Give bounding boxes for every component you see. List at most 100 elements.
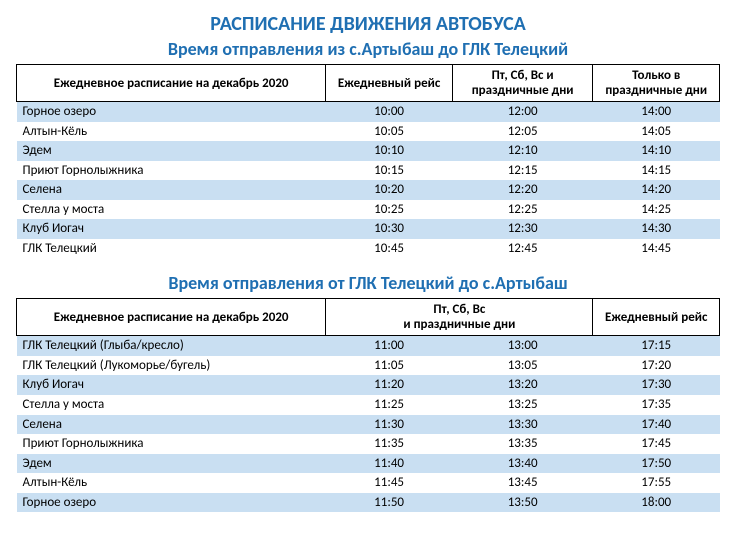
time-cell: 14:15 [593, 161, 720, 181]
time-cell: 14:00 [593, 102, 720, 122]
time-cell: 17:45 [593, 434, 720, 454]
time-cell: 17:20 [593, 356, 720, 376]
time-cell: 14:25 [593, 200, 720, 220]
table-row: Селена11:3013:3017:40 [17, 415, 720, 435]
time-cell: 12:30 [452, 219, 593, 239]
time-cell: 17:50 [593, 454, 720, 474]
table-row: ГЛК Телецкий (Глыба/кресло)11:0013:0017:… [17, 336, 720, 356]
stop-cell: Клуб Иогач [17, 375, 326, 395]
main-title: РАСПИСАНИЕ ДВИЖЕНИЯ АВТОБУСА [16, 12, 720, 36]
time-cell: 12:45 [452, 239, 593, 259]
time-cell: 10:30 [326, 219, 453, 239]
time-cell: 11:40 [326, 454, 453, 474]
table2-header-daily: Ежедневный рейс [593, 299, 720, 336]
time-cell: 13:45 [452, 473, 593, 493]
time-cell: 17:40 [593, 415, 720, 435]
table-row: Горное озеро10:0012:0014:00 [17, 102, 720, 122]
time-cell: 10:10 [326, 141, 453, 161]
table2-header-group: Пт, Сб, Вс и праздничные дни [326, 299, 593, 336]
time-cell: 17:55 [593, 473, 720, 493]
stop-cell: Приют Горнолыжника [17, 161, 326, 181]
table2-header-group-top: Пт, Сб, Вс [433, 302, 485, 317]
time-cell: 17:15 [593, 336, 720, 356]
stop-cell: Приют Горнолыжника [17, 434, 326, 454]
time-cell: 13:30 [452, 415, 593, 435]
time-cell: 13:35 [452, 434, 593, 454]
time-cell: 14:30 [593, 219, 720, 239]
table-row: Алтын-Кёль11:4513:4517:55 [17, 473, 720, 493]
time-cell: 11:30 [326, 415, 453, 435]
stop-cell: Горное озеро [17, 102, 326, 122]
stop-cell: Селена [17, 415, 326, 435]
time-cell: 12:25 [452, 200, 593, 220]
time-cell: 13:40 [452, 454, 593, 474]
time-cell: 18:00 [593, 493, 720, 513]
table-row: ГЛК Телецкий (Лукоморье/бугель)11:0513:0… [17, 356, 720, 376]
table-row: Селена10:2012:2014:20 [17, 180, 720, 200]
stop-cell: Горное озеро [17, 493, 326, 513]
table1-header-stop: Ежедневное расписание на декабрь 2020 [17, 65, 326, 102]
stop-cell: Алтын-Кёль [17, 122, 326, 142]
stop-cell: ГЛК Телецкий [17, 239, 326, 259]
time-cell: 12:20 [452, 180, 593, 200]
time-cell: 13:20 [452, 375, 593, 395]
time-cell: 17:30 [593, 375, 720, 395]
time-cell: 14:05 [593, 122, 720, 142]
stop-cell: Клуб Иогач [17, 219, 326, 239]
time-cell: 11:25 [326, 395, 453, 415]
stop-cell: Алтын-Кёль [17, 473, 326, 493]
time-cell: 10:00 [326, 102, 453, 122]
table1-header-row: Ежедневное расписание на декабрь 2020 Еж… [17, 65, 720, 102]
time-cell: 11:20 [326, 375, 453, 395]
stop-cell: ГЛК Телецкий (Лукоморье/бугель) [17, 356, 326, 376]
table-row: Стелла у моста11:2513:2517:35 [17, 395, 720, 415]
time-cell: 10:05 [326, 122, 453, 142]
table1-header-weekend: Пт, Сб, Вс и праздничные дни [452, 65, 593, 102]
time-cell: 12:00 [452, 102, 593, 122]
table-row: Клуб Иогач10:3012:3014:30 [17, 219, 720, 239]
time-cell: 17:35 [593, 395, 720, 415]
table2-header-group-bottom: и праздничные дни [403, 317, 515, 332]
time-cell: 10:45 [326, 239, 453, 259]
time-cell: 12:05 [452, 122, 593, 142]
time-cell: 13:25 [452, 395, 593, 415]
table-row: Приют Горнолыжника11:3513:3517:45 [17, 434, 720, 454]
time-cell: 10:20 [326, 180, 453, 200]
table-row: Горное озеро11:5013:5018:00 [17, 493, 720, 513]
time-cell: 10:15 [326, 161, 453, 181]
time-cell: 14:45 [593, 239, 720, 259]
stop-cell: ГЛК Телецкий (Глыба/кресло) [17, 336, 326, 356]
time-cell: 10:25 [326, 200, 453, 220]
stop-cell: Стелла у моста [17, 200, 326, 220]
table1-subtitle: Время отправления из с.Артыбаш до ГЛК Те… [16, 38, 720, 60]
time-cell: 11:05 [326, 356, 453, 376]
time-cell: 14:20 [593, 180, 720, 200]
table-row: Алтын-Кёль10:0512:0514:05 [17, 122, 720, 142]
stop-cell: Эдем [17, 454, 326, 474]
table2-header-row: Ежедневное расписание на декабрь 2020 Пт… [17, 299, 720, 336]
time-cell: 11:35 [326, 434, 453, 454]
table1-header-daily: Ежедневный рейс [326, 65, 453, 102]
stop-cell: Эдем [17, 141, 326, 161]
time-cell: 13:50 [452, 493, 593, 513]
table-row: ГЛК Телецкий10:4512:4514:45 [17, 239, 720, 259]
stop-cell: Селена [17, 180, 326, 200]
schedule-table-2: Ежедневное расписание на декабрь 2020 Пт… [16, 298, 720, 512]
table-row: Стелла у моста10:2512:2514:25 [17, 200, 720, 220]
table2-subtitle: Время отправления от ГЛК Телецкий до с.А… [16, 272, 720, 294]
time-cell: 13:05 [452, 356, 593, 376]
table-row: Приют Горнолыжника10:1512:1514:15 [17, 161, 720, 181]
table2-header-stop: Ежедневное расписание на декабрь 2020 [17, 299, 326, 336]
schedule-table-1: Ежедневное расписание на декабрь 2020 Еж… [16, 64, 720, 258]
table-row: Эдем11:4013:4017:50 [17, 454, 720, 474]
time-cell: 11:45 [326, 473, 453, 493]
table-row: Клуб Иогач11:2013:2017:30 [17, 375, 720, 395]
time-cell: 12:15 [452, 161, 593, 181]
stop-cell: Стелла у моста [17, 395, 326, 415]
time-cell: 11:00 [326, 336, 453, 356]
table-row: Эдем10:1012:1014:10 [17, 141, 720, 161]
time-cell: 13:00 [452, 336, 593, 356]
table1-header-holiday: Только в праздничные дни [593, 65, 720, 102]
time-cell: 11:50 [326, 493, 453, 513]
time-cell: 14:10 [593, 141, 720, 161]
